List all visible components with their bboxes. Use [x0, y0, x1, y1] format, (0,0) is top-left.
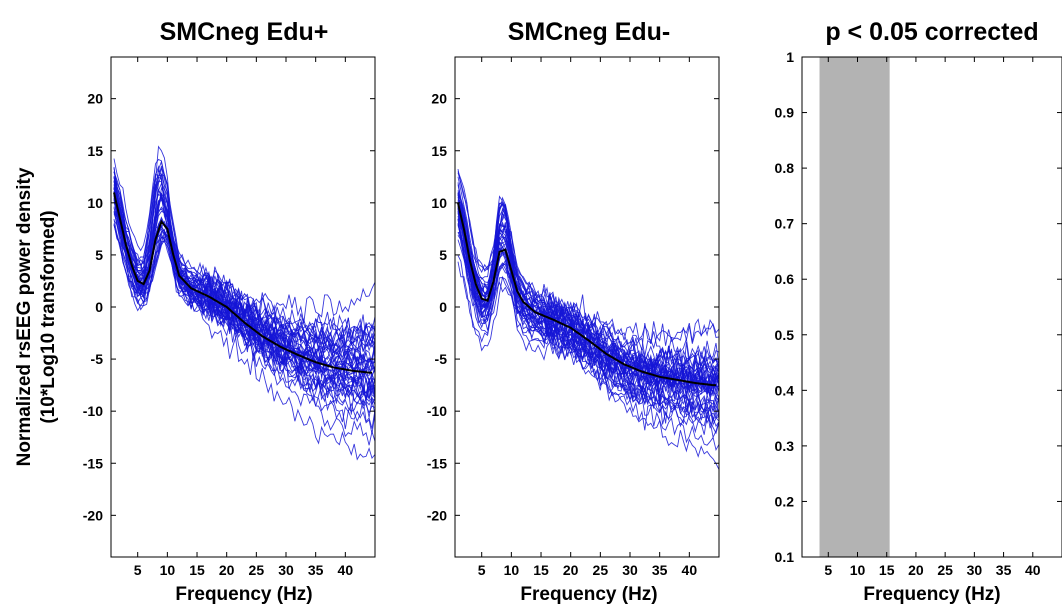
subject-trace	[457, 203, 719, 345]
x-tick-label: 35	[996, 562, 1012, 578]
mean-trace	[113, 192, 372, 374]
subject-trace	[113, 187, 375, 357]
y-axis-label-line2: (10*Log10 transformed)	[38, 210, 59, 423]
panel-smcneg-edu-minus: 5 10 15 20 25 30 35 40 -20 -15 -10 -5 0 5 10 15 20	[427, 56, 720, 578]
x-tick-label: 5	[134, 562, 142, 578]
panel-3-title: p < 0.05 corrected	[825, 18, 1038, 46]
subject-trace	[113, 194, 375, 374]
panel-2-x-axis-label: Frequency (Hz)	[520, 584, 657, 605]
x-tick-label: 20	[563, 562, 579, 578]
y-tick-label: 5	[95, 247, 103, 263]
subject-trace	[457, 251, 719, 390]
x-tick-label: 5	[478, 562, 486, 578]
x-tick-label: 25	[937, 562, 953, 578]
subject-trace	[113, 192, 375, 386]
panel-2-title: SMCneg Edu-	[508, 18, 671, 46]
x-tick-label: 15	[189, 562, 205, 578]
x-tick-label: 30	[622, 562, 638, 578]
axes-frame	[801, 56, 1062, 558]
x-tick-label: 10	[850, 562, 866, 578]
y-tick-label: 0.2	[775, 493, 795, 509]
y-tick-label: 0.4	[775, 382, 795, 398]
y-tick-label: 0	[439, 299, 447, 315]
subject-trace	[457, 192, 719, 452]
subject-trace	[457, 208, 719, 385]
y-tick-label: 15	[431, 143, 447, 159]
y-tick-label: 20	[87, 91, 103, 107]
y-tick-label: 10	[87, 195, 103, 211]
y-tick-label: 15	[87, 143, 103, 159]
y-tick-label: -15	[427, 455, 447, 471]
subject-trace	[457, 218, 719, 412]
y-tick-label: -5	[435, 351, 448, 367]
x-tick-label: 35	[652, 562, 668, 578]
y-tick-label: 20	[431, 91, 447, 107]
panel-smcneg-edu-plus: 5 10 15 20 25 30 35 40 -20 -15 -10 -5 0 5 10 15 20	[83, 56, 376, 578]
subject-trace	[457, 207, 719, 373]
subject-trace	[113, 160, 375, 357]
mean-trace	[457, 202, 716, 387]
x-tick-label: 40	[682, 562, 698, 578]
x-tick-label: 15	[879, 562, 895, 578]
x-tick-label: 20	[908, 562, 924, 578]
x-tick-label: 40	[1025, 562, 1041, 578]
x-tick-label: 40	[338, 562, 354, 578]
panel-3-x-axis-label: Frequency (Hz)	[863, 584, 1000, 605]
y-tick-label: 1	[786, 49, 794, 65]
y-tick-label: 0.8	[775, 160, 795, 176]
subject-trace	[457, 208, 719, 435]
y-tick-label: -10	[427, 403, 447, 419]
panel-1-x-axis-label: Frequency (Hz)	[175, 584, 312, 605]
x-tick-label: 30	[278, 562, 294, 578]
y-tick-label: 10	[431, 195, 447, 211]
subject-trace	[113, 193, 375, 370]
panel-1-title: SMCneg Edu+	[160, 18, 329, 46]
y-tick-label: 0	[95, 299, 103, 315]
y-tick-label: 0.6	[775, 271, 795, 287]
y-axis-label: Normalized rsEEG power density (10*Log10…	[14, 167, 59, 466]
x-tick-label: 25	[593, 562, 609, 578]
y-tick-label: -20	[83, 507, 103, 523]
y-tick-label: 0.1	[775, 549, 795, 565]
subject-trace	[113, 166, 375, 434]
y-tick-label: 0.5	[775, 327, 795, 343]
y-tick-label: 5	[439, 247, 447, 263]
subject-trace	[113, 223, 375, 351]
x-tick-label: 10	[504, 562, 520, 578]
y-axis-label-line1: Normalized rsEEG power density	[14, 167, 35, 466]
panel-p-value-corrected: 5 10 15 20 25 30 35 40 0.1 0.2 0.3 0.4 0.5 0.6 0.7 0.8 0…	[775, 49, 1062, 578]
subject-trace	[113, 211, 375, 375]
x-tick-label: 10	[160, 562, 176, 578]
y-tick-label: -5	[91, 351, 104, 367]
x-tick-label: 25	[249, 562, 265, 578]
significance-band	[819, 57, 890, 557]
subject-trace	[113, 192, 375, 401]
x-tick-label: 5	[824, 562, 832, 578]
y-tick-label: -15	[83, 455, 103, 471]
x-tick-label: 15	[533, 562, 549, 578]
y-tick-label: -20	[427, 507, 447, 523]
x-tick-label: 35	[308, 562, 324, 578]
y-tick-label: 0.7	[775, 216, 795, 232]
x-tick-label: 30	[967, 562, 983, 578]
y-tick-label: 0.9	[775, 105, 795, 121]
y-tick-label: -10	[83, 403, 103, 419]
y-tick-label: 0.3	[775, 438, 795, 454]
x-tick-label: 20	[219, 562, 235, 578]
